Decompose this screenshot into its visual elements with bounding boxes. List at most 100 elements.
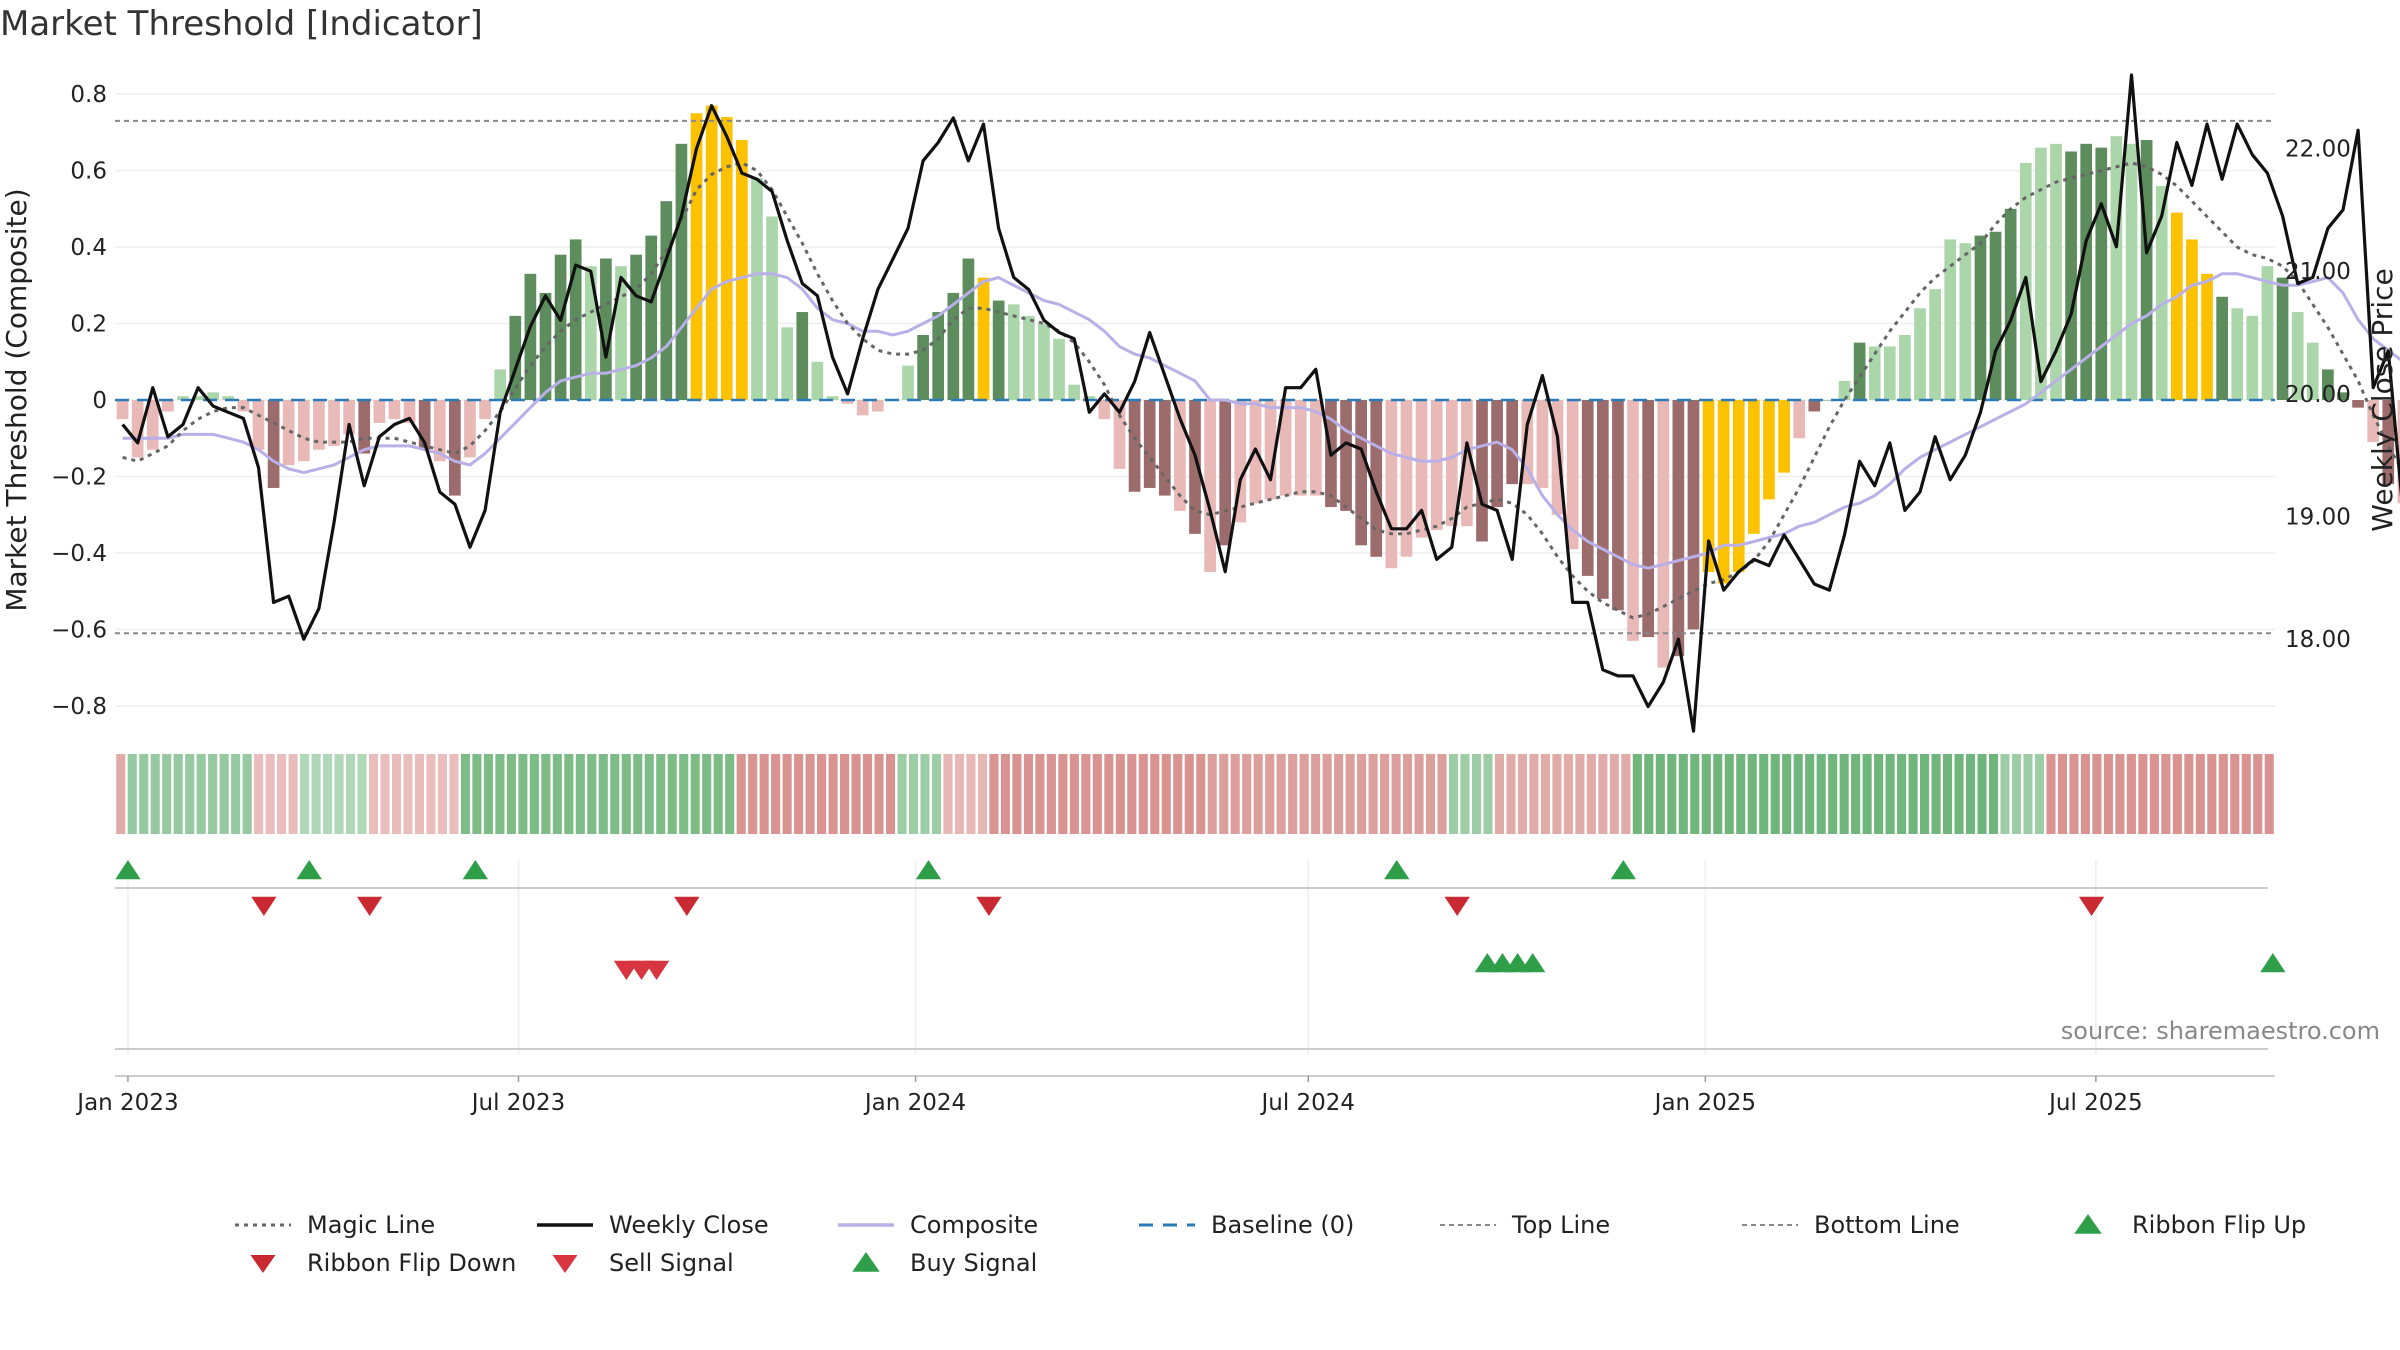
ribbon-segment: [1943, 754, 1953, 834]
ribbon-segment: [610, 754, 620, 834]
ribbon-segment: [920, 754, 930, 834]
composite-bar: [1521, 400, 1534, 485]
ribbon-segment: [403, 754, 413, 834]
composite-bar: [1053, 338, 1065, 400]
composite-bar: [1355, 400, 1367, 546]
ribbon-segment: [2092, 754, 2102, 834]
composite-bar: [1793, 400, 1806, 439]
ribbon-segment: [748, 754, 758, 834]
composite-bar: [1551, 400, 1564, 515]
composite-bar: [509, 315, 522, 400]
ribbon-segment: [1311, 754, 1321, 834]
ribbon-segment: [483, 754, 493, 834]
composite-bar: [2004, 208, 2017, 400]
composite-bar: [1732, 400, 1745, 573]
composite-bar: [1642, 400, 1654, 638]
y-tick-label: 0: [92, 388, 107, 414]
composite-bar: [1823, 400, 1836, 401]
ribbon-segment: [954, 754, 965, 834]
composite-bar: [1899, 335, 1911, 400]
legend-label: Composite: [910, 1211, 1038, 1239]
composite-bar: [1007, 304, 1020, 400]
chart-title: Market Threshold [Indicator]: [0, 4, 483, 44]
ribbon-segment: [506, 754, 516, 834]
x-tick-label: Jul 2025: [2047, 1090, 2143, 1116]
ribbon-segment: [1540, 754, 1550, 834]
ribbon-segment: [1471, 754, 1482, 834]
ribbon-segment: [575, 754, 585, 834]
composite-bar: [494, 369, 507, 400]
ribbon-segment: [426, 754, 436, 834]
legend-label: Buy Signal: [910, 1249, 1037, 1277]
ribbon-segment: [598, 754, 608, 834]
ribbon-segment: [449, 754, 459, 834]
composite-bar: [1400, 400, 1413, 557]
ribbon-segment: [1357, 754, 1367, 834]
composite-bar: [2276, 277, 2289, 400]
ribbon-segment: [1380, 754, 1390, 834]
composite-bar: [2065, 151, 2077, 400]
y2-tick-label: 18.00: [2285, 627, 2351, 653]
ribbon-segment: [1081, 754, 1091, 834]
ribbon-segment: [1288, 754, 1298, 834]
ribbon-segment: [150, 754, 160, 834]
ribbon-segment: [1184, 754, 1194, 834]
composite-bar: [252, 400, 265, 450]
ribbon-segment: [702, 754, 712, 834]
composite-bar: [2095, 147, 2108, 400]
ribbon-segment: [644, 754, 654, 834]
ribbon-segment: [323, 754, 333, 834]
ribbon-segment: [621, 754, 631, 834]
ribbon-segment: [1046, 754, 1056, 834]
ribbon-segment: [1598, 754, 1608, 834]
ribbon-segment: [1265, 754, 1275, 834]
source-label: source: sharemaestro.com: [2061, 1017, 2380, 1045]
ribbon-segment: [2115, 754, 2125, 834]
legend-item: Baseline (0): [1139, 1211, 1354, 1239]
triangle-up-icon: [2074, 1214, 2102, 1234]
legend: Magic Line Weekly Close Composite Baseline …: [235, 1211, 2306, 1277]
ribbon-segment: [1563, 754, 1573, 834]
y2-tick-label: 21.00: [2285, 259, 2351, 285]
ribbon-segment: [437, 754, 447, 834]
ribbon-segment: [2218, 754, 2228, 834]
ribbon-segment: [1782, 754, 1792, 834]
ribbon-segment: [254, 754, 264, 834]
legend-item: Buy Signal: [852, 1249, 1037, 1277]
composite-bar: [1204, 400, 1216, 573]
buy-signal-marker: [1520, 953, 1546, 973]
ribbon-segment: [1713, 754, 1723, 834]
composite-bar: [539, 292, 552, 400]
composite-bar: [675, 143, 688, 400]
ribbon-segment: [231, 754, 241, 834]
weekly-close-line: [121, 73, 2400, 733]
ribbon-segment: [2126, 754, 2136, 834]
ribbon-segment: [116, 754, 126, 834]
composite-bar: [403, 400, 416, 423]
ribbon-segment: [1092, 754, 1102, 834]
ribbon-strip: [116, 754, 2274, 834]
x-tick-label: Jul 2023: [470, 1090, 566, 1116]
composite-bar: [1370, 400, 1383, 557]
composite-bar: [1959, 243, 1972, 400]
ribbon-segment: [1115, 754, 1125, 834]
ribbon-segment: [759, 754, 769, 834]
triangle-down-icon: [250, 1255, 276, 1273]
ribbon-segment: [1517, 754, 1527, 834]
composite-bar: [177, 396, 189, 400]
composite-bar: [720, 117, 733, 400]
ribbon-segment: [1920, 754, 1930, 834]
composite-bar: [1702, 400, 1715, 573]
composite-bar: [2261, 266, 2274, 400]
ribbon-flip-down-marker: [2078, 896, 2105, 916]
composite-bar: [297, 400, 310, 462]
composite-bar: [1279, 400, 1292, 496]
ribbon-segment: [1207, 754, 1217, 834]
ribbon-segment: [1793, 754, 1803, 834]
ribbon-segment: [851, 754, 861, 834]
composite-bar: [1868, 346, 1881, 400]
composite-bar: [1944, 239, 1957, 400]
grid-lines: [115, 93, 2275, 1055]
ribbon-segment: [1747, 754, 1757, 834]
composite-bar: [705, 105, 718, 401]
